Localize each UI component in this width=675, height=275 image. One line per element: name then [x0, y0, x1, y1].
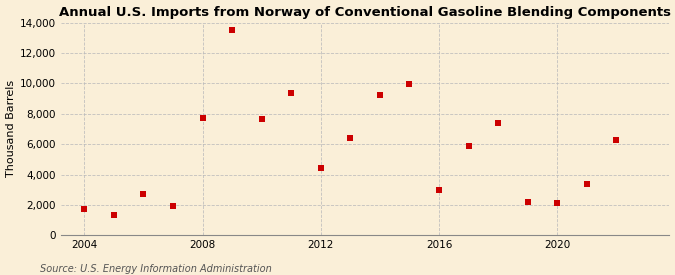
- Point: [375, 93, 385, 98]
- Point: [197, 116, 208, 120]
- Text: Source: U.S. Energy Information Administration: Source: U.S. Energy Information Administ…: [40, 264, 272, 274]
- Point: [493, 121, 504, 125]
- Point: [138, 192, 149, 196]
- Point: [227, 28, 238, 32]
- Point: [522, 200, 533, 204]
- Point: [611, 137, 622, 142]
- Point: [433, 188, 444, 193]
- Point: [286, 91, 296, 95]
- Title: Annual U.S. Imports from Norway of Conventional Gasoline Blending Components: Annual U.S. Imports from Norway of Conve…: [59, 6, 671, 18]
- Point: [49, 216, 60, 221]
- Point: [79, 207, 90, 212]
- Point: [581, 182, 592, 186]
- Point: [109, 213, 119, 217]
- Point: [256, 117, 267, 121]
- Y-axis label: Thousand Barrels: Thousand Barrels: [5, 80, 16, 177]
- Point: [167, 204, 178, 208]
- Point: [404, 82, 415, 86]
- Point: [463, 144, 474, 148]
- Point: [315, 166, 326, 171]
- Point: [345, 136, 356, 140]
- Point: [551, 200, 562, 205]
